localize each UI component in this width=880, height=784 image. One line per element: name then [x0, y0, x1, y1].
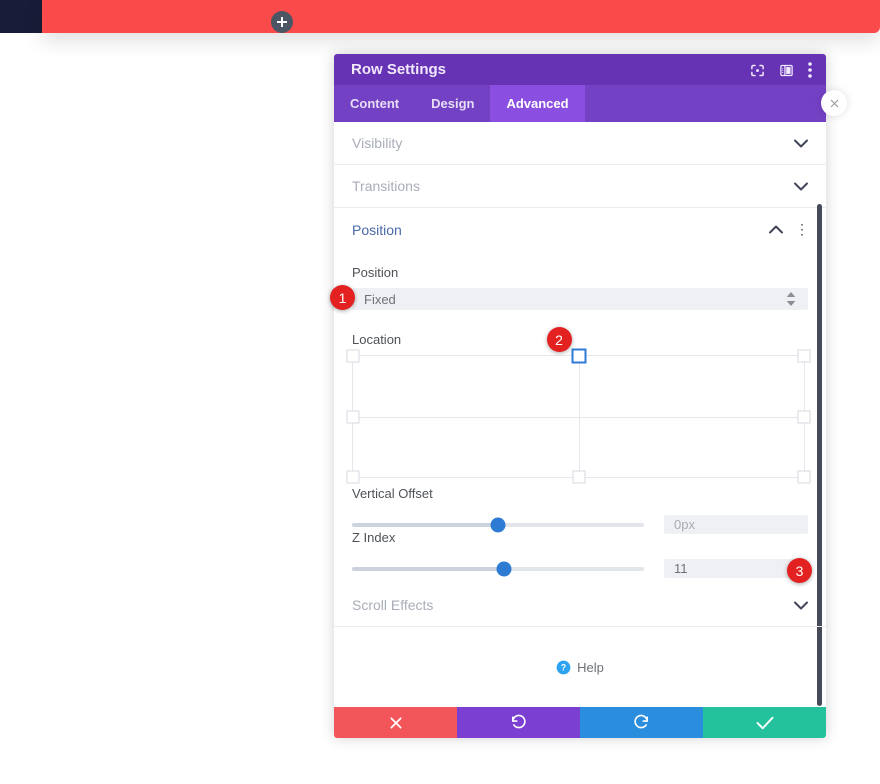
svg-text:?: ?: [561, 662, 566, 672]
